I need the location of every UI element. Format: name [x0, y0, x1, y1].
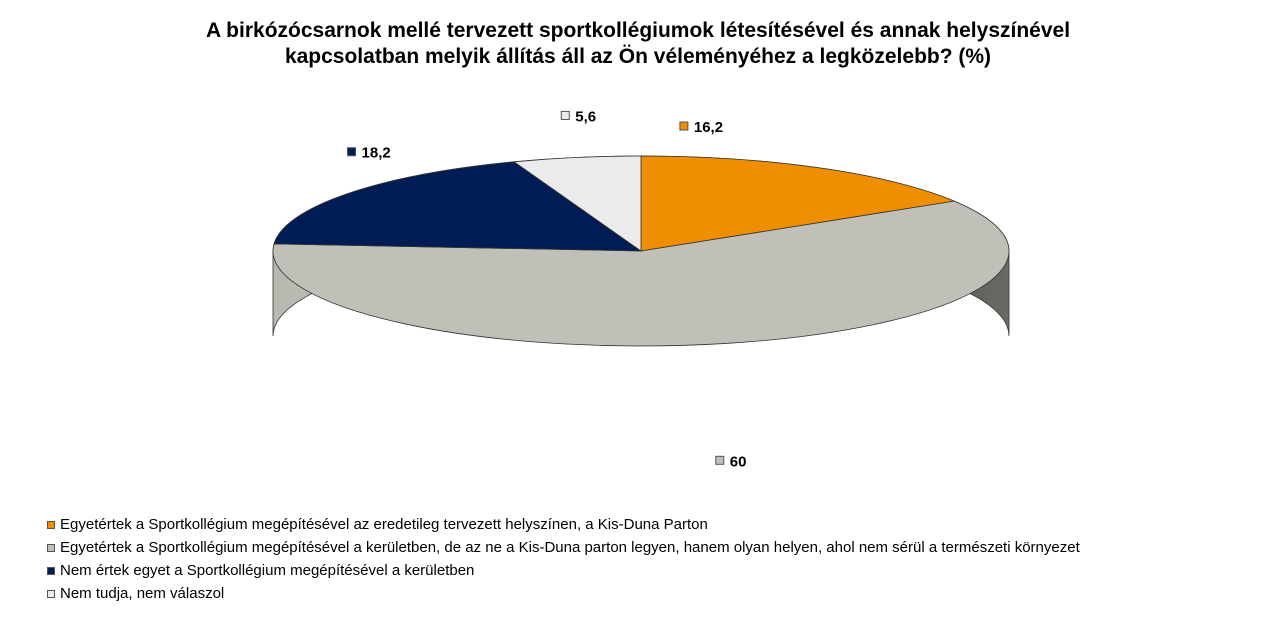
data-label-swatch-1	[715, 455, 725, 465]
legend-item-0: Egyetértek a Sportkollégium megépítéséve…	[47, 513, 1080, 536]
legend-item-2: Nem értek egyet a Sportkollégium megépít…	[47, 559, 1080, 582]
chart-title: A birkózócsarnok mellé tervezett sportko…	[0, 18, 1276, 70]
legend-item-1: Egyetértek a Sportkollégium megépítéséve…	[47, 536, 1080, 559]
data-label-swatch-3	[560, 110, 570, 120]
pie-slice-3	[513, 155, 642, 252]
data-label-swatch-0	[679, 121, 689, 131]
chart-title-line-2: kapcsolatban melyik állítás áll az Ön vé…	[284, 45, 992, 68]
legend-label-3: Nem tudja, nem válaszol	[60, 585, 225, 602]
pie-chart: 16,2 60 18,2 5,6	[272, 108, 1010, 470]
data-label-1: 60	[715, 453, 747, 470]
legend-label-2: Nem értek egyet a Sportkollégium megépít…	[60, 562, 475, 579]
data-label-text-1: 60	[730, 453, 747, 470]
legend-label-1: Egyetértek a Sportkollégium megépítéséve…	[60, 539, 1080, 556]
pie-slice-0	[640, 155, 956, 252]
data-label-swatch-2	[347, 147, 357, 157]
legend-swatch-0	[47, 520, 55, 529]
pie-slice-1	[272, 200, 1010, 347]
chart-title-line-1: A birkózócsarnok mellé tervezett sportko…	[205, 19, 1071, 42]
data-label-2: 18,2	[347, 145, 391, 162]
legend-label-0: Egyetértek a Sportkollégium megépítéséve…	[60, 516, 708, 533]
data-label-text-2: 18,2	[362, 145, 391, 162]
data-label-0: 16,2	[679, 119, 723, 136]
legend-swatch-3	[47, 589, 55, 598]
data-label-text-0: 16,2	[694, 119, 723, 136]
legend-swatch-2	[47, 566, 55, 575]
legend-item-3: Nem tudja, nem válaszol	[47, 582, 1080, 605]
data-label-text-3: 5,6	[575, 108, 596, 125]
legend: Egyetértek a Sportkollégium megépítéséve…	[47, 513, 1080, 605]
legend-swatch-1	[47, 543, 55, 552]
data-label-3: 5,6	[560, 108, 596, 125]
pie-slice-2	[273, 161, 643, 252]
